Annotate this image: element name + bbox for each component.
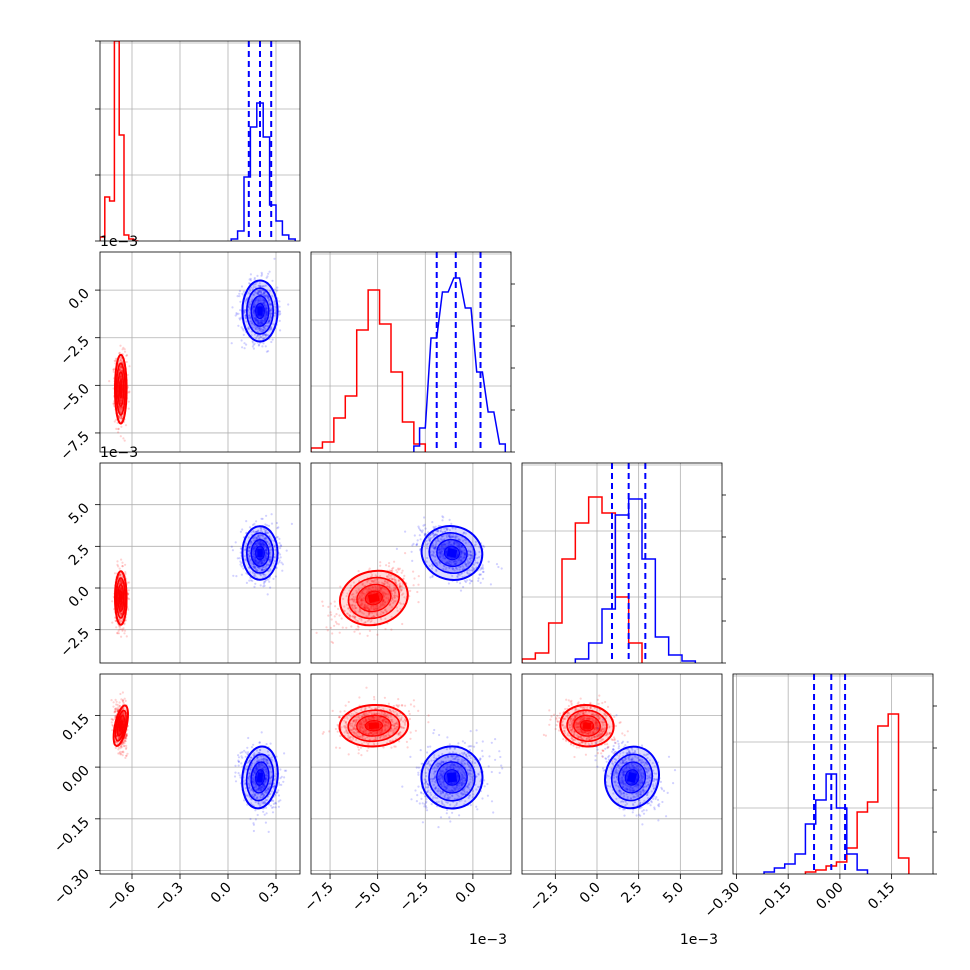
x-tick-label: 0.0 — [208, 880, 235, 907]
density-peak — [257, 306, 263, 316]
panel-frame — [521, 462, 723, 664]
density-contours-series_a — [338, 569, 409, 627]
scatter-panel-3-1: −7.5 −5.0 −2.5 0.0 1e−3 — [302, 673, 512, 948]
scatter-panel-3-0: −0.6 −0.3 0.0 0.3 −0.30 −0.15 0.00 0.15 — [51, 673, 301, 915]
density-contours-series_b — [420, 745, 484, 810]
scatter-panel-3-2: −2.5 0.0 2.5 5.0 1e−3 — [521, 673, 723, 948]
density-peak — [582, 722, 592, 730]
histogram-series_b — [574, 498, 697, 663]
panel-frame — [99, 251, 301, 453]
histogram-panel-0 — [95, 40, 301, 242]
histogram-series_b — [763, 773, 869, 874]
y-offset-label: 1e−3 — [100, 234, 138, 250]
panel-frame — [310, 251, 512, 453]
panel-frame — [99, 462, 301, 664]
panel-frame — [732, 673, 934, 875]
panel-frame — [99, 673, 301, 875]
histogram-series_a — [522, 496, 643, 663]
x-tick-label: 0.3 — [256, 880, 283, 907]
x-tick-label: 2.5 — [618, 880, 645, 907]
density-contours-series_b — [241, 525, 279, 581]
x-tick-label: 0.00 — [813, 880, 846, 913]
x-offset-label: 1e−3 — [680, 932, 718, 948]
density-peak — [257, 549, 263, 557]
density-contours-series_b — [604, 745, 660, 810]
histogram-panel-2 — [521, 462, 726, 664]
x-tick-label: 5.0 — [660, 880, 687, 907]
panel-plot-area — [311, 252, 511, 452]
density-peak — [446, 548, 458, 558]
panel-plot-area — [522, 463, 722, 663]
y-tick-label: −5.0 — [57, 381, 92, 416]
density-peak — [119, 384, 122, 395]
panel-frame — [310, 462, 512, 664]
panel-plot-area — [733, 674, 933, 874]
x-tick-label: −0.30 — [702, 880, 744, 922]
density-contours-series_a — [113, 353, 128, 425]
y-tick-label: −2.5 — [57, 625, 92, 660]
histogram-series_a — [100, 41, 139, 241]
x-tick-label: 0.0 — [577, 880, 604, 907]
density-peak — [256, 772, 264, 783]
y-tick-label: −7.5 — [57, 428, 92, 463]
y-tick-label: 0.0 — [66, 584, 93, 611]
density-peak — [367, 592, 380, 604]
panel-frame — [310, 673, 512, 875]
panel-plot-area — [311, 674, 511, 874]
x-tick-label: −2.5 — [527, 880, 562, 915]
x-tick-label: 0.0 — [453, 880, 480, 907]
x-tick-label: 0.15 — [865, 880, 898, 913]
x-tick-label: −0.15 — [753, 880, 795, 922]
x-tick-label: −0.3 — [151, 880, 186, 915]
x-tick-label: −5.0 — [349, 880, 384, 915]
panel-plot-area — [100, 674, 300, 874]
histogram-panel-3: −0.30 −0.15 0.00 0.15 — [702, 673, 937, 922]
panel-frame — [521, 673, 723, 875]
density-contours-series_a — [338, 703, 410, 748]
density-contours-series_b — [241, 279, 279, 343]
x-offset-label: 1e−3 — [469, 932, 507, 948]
y-tick-label: −0.30 — [51, 866, 93, 908]
histogram-series_b — [413, 277, 507, 452]
panel-plot-area — [311, 463, 511, 663]
density-contours-series_a — [112, 704, 129, 747]
x-tick-label: −2.5 — [397, 880, 432, 915]
histogram-series_b — [230, 102, 296, 241]
scatter-panel-2-0: −2.5 0.0 2.5 5.0 1e−3 — [57, 445, 301, 664]
density-peak — [119, 594, 122, 602]
y-tick-label: 0.00 — [59, 763, 92, 796]
y-offset-label: 1e−3 — [100, 445, 138, 461]
y-tick-label: −2.5 — [57, 333, 92, 368]
x-tick-label: −0.6 — [103, 879, 138, 914]
histogram-series_a — [804, 713, 910, 874]
histogram-series_a — [311, 289, 427, 452]
density-peak — [627, 771, 637, 783]
panel-plot-area — [100, 252, 300, 452]
panel-plot-area — [522, 674, 722, 874]
y-tick-label: 5.0 — [66, 500, 93, 527]
density-peak — [119, 722, 123, 729]
histogram-panel-1 — [310, 251, 515, 453]
panel-plot-area — [100, 463, 300, 663]
density-contours-series_a — [113, 570, 128, 626]
y-tick-label: −0.15 — [51, 814, 93, 856]
density-contours-series_b — [420, 525, 484, 581]
y-tick-label: 0.0 — [66, 286, 93, 313]
panel-plot-area — [100, 41, 300, 241]
density-contours-series_a — [559, 703, 615, 748]
y-tick-label: 0.15 — [59, 711, 92, 744]
y-tick-label: 2.5 — [66, 542, 93, 569]
panel-frame — [99, 40, 301, 242]
density-contours-series_b — [241, 745, 279, 810]
scatter-panel-2-1 — [310, 462, 512, 664]
density-peak — [446, 772, 458, 783]
x-tick-label: −7.5 — [302, 880, 337, 915]
scatter-panel-1-0: −7.5 −5.0 −2.5 0.0 1e−3 — [57, 234, 301, 464]
density-peak — [368, 722, 380, 730]
